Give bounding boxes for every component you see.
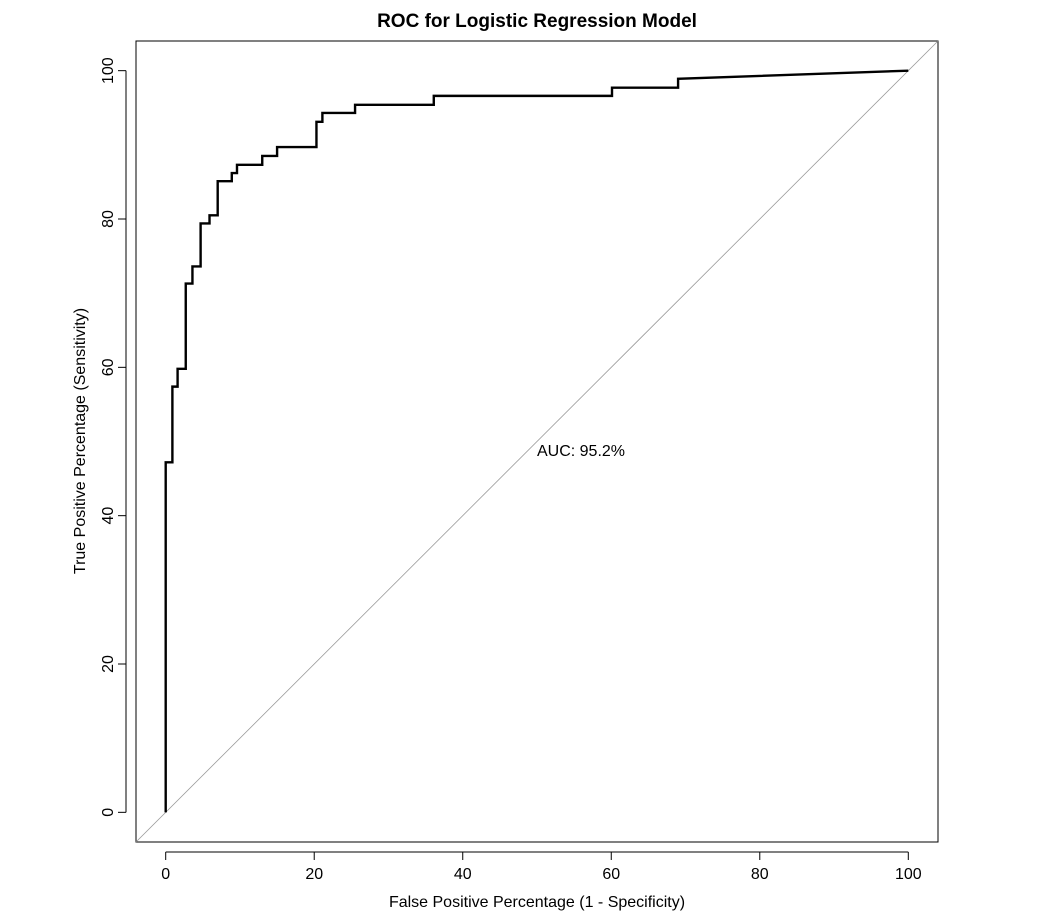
reference-diagonal-layer [135, 40, 939, 843]
series-layer [164, 69, 909, 813]
y-axis-label: True Positive Percentage (Sensitivity) [72, 308, 89, 574]
roc-curve-line [164, 69, 909, 813]
y-axis: 0 20 40 60 80 100 [100, 57, 127, 817]
auc-annotation: AUC: 95.2% [537, 443, 625, 460]
x-axis: 0 20 40 60 80 100 [161, 851, 922, 883]
y-tick-label: 60 [100, 358, 117, 376]
y-tick-label: 0 [100, 808, 117, 817]
chart-title: ROC for Logistic Regression Model [377, 11, 697, 32]
x-axis-label: False Positive Percentage (1 - Specifici… [389, 894, 685, 911]
y-tick-label: 40 [100, 507, 117, 525]
x-tick-label: 100 [895, 866, 922, 883]
reference-diagonal-line [135, 40, 939, 843]
y-tick-label: 80 [100, 210, 117, 228]
plot-frame [135, 40, 939, 843]
x-tick-label: 40 [454, 866, 472, 883]
x-tick-label: 20 [305, 866, 323, 883]
y-tick-label: 100 [100, 57, 117, 84]
x-tick-label: 0 [161, 866, 170, 883]
y-tick-label: 20 [100, 655, 117, 673]
x-tick-label: 60 [602, 866, 620, 883]
x-tick-label: 80 [751, 866, 769, 883]
